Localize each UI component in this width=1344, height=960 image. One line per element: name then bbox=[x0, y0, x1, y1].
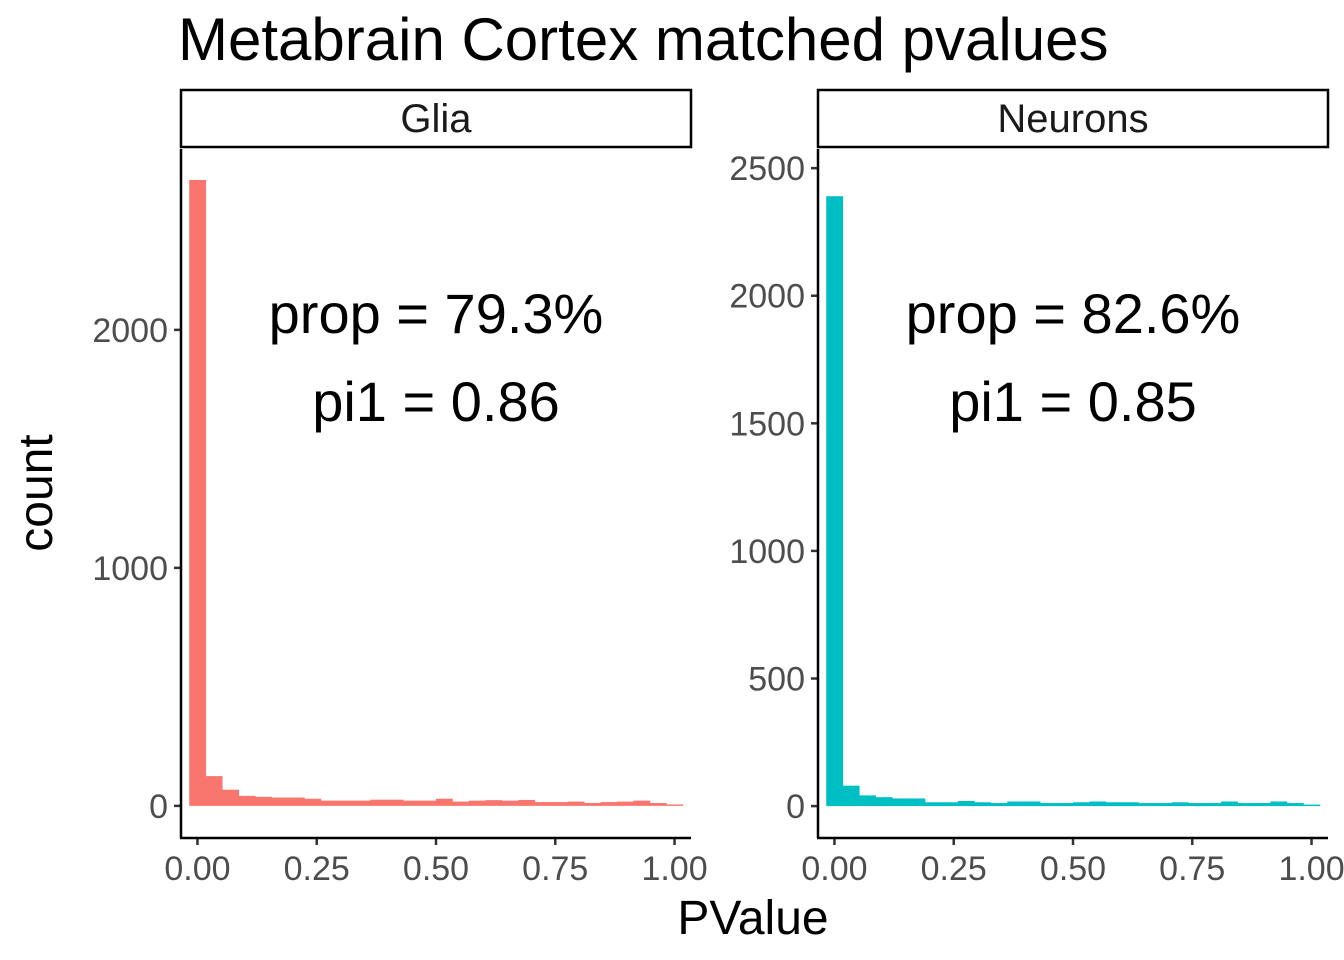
bar-neurons-27 bbox=[1270, 801, 1288, 807]
bar-glia-26 bbox=[616, 801, 634, 806]
bar-glia-2 bbox=[222, 789, 240, 806]
strip-neurons-box bbox=[816, 88, 1330, 149]
chart-title: Metabrain Cortex matched pvalues bbox=[178, 6, 1108, 73]
bar-glia-11 bbox=[370, 799, 388, 806]
x-axis-glia: 0.00 0.25 0.50 0.75 1.00 bbox=[164, 838, 708, 888]
bar-neurons-3 bbox=[875, 797, 893, 807]
bar-neurons-9 bbox=[974, 802, 992, 807]
x-tick-label-glia-0: 0.00 bbox=[164, 850, 230, 888]
bar-glia-0 bbox=[189, 179, 207, 806]
bar-glia-25 bbox=[600, 802, 618, 806]
y-tick-label-neurons-3: 1500 bbox=[729, 405, 805, 443]
bars-glia bbox=[189, 179, 684, 806]
y-tick-label-glia-1: 1000 bbox=[92, 550, 168, 588]
bar-glia-10 bbox=[353, 800, 371, 806]
y-axis-title: count bbox=[10, 434, 63, 551]
bar-neurons-22 bbox=[1188, 803, 1205, 807]
bar-neurons-11 bbox=[1007, 801, 1025, 807]
y-axis-glia: 0 1000 2000 bbox=[92, 312, 181, 826]
y-tick-label-neurons-5: 2500 bbox=[729, 150, 805, 188]
bar-glia-21 bbox=[534, 802, 552, 806]
x-tick-label-glia-1: 0.25 bbox=[284, 850, 350, 888]
x-tick-label-neurons-0: 0.00 bbox=[801, 850, 867, 888]
bar-glia-29 bbox=[666, 804, 684, 806]
x-tick-label-glia-4: 1.00 bbox=[641, 850, 707, 888]
bar-glia-6 bbox=[287, 797, 305, 806]
bar-neurons-14 bbox=[1056, 803, 1074, 807]
bar-neurons-1 bbox=[842, 785, 860, 807]
bar-neurons-29 bbox=[1303, 804, 1321, 807]
y-tick-label-neurons-1: 500 bbox=[748, 661, 805, 699]
bar-neurons-21 bbox=[1171, 802, 1189, 807]
y-tick-label-neurons-0: 0 bbox=[786, 788, 805, 826]
bar-glia-12 bbox=[386, 799, 404, 806]
y-axis-neurons: 0 500 1000 1500 2000 2500 bbox=[729, 150, 818, 826]
panel-glia: Glia 0 1000 2000 0.00 0.25 0.50 0.75 1.00 prop… bbox=[92, 88, 708, 888]
x-tick-label-glia-3: 0.75 bbox=[522, 850, 588, 888]
bar-glia-20 bbox=[518, 799, 536, 806]
bar-neurons-15 bbox=[1072, 802, 1090, 807]
bar-neurons-4 bbox=[892, 798, 909, 807]
bar-glia-14 bbox=[419, 800, 437, 806]
bar-glia-19 bbox=[501, 800, 519, 806]
bar-neurons-2 bbox=[859, 795, 877, 807]
bar-neurons-13 bbox=[1040, 803, 1057, 807]
x-tick-label-neurons-4: 1.00 bbox=[1278, 850, 1344, 888]
strip-label-glia: Glia bbox=[400, 97, 472, 141]
y-tick-label-neurons-2: 1000 bbox=[729, 533, 805, 571]
bar-glia-22 bbox=[551, 802, 568, 806]
x-axis-title: PValue bbox=[677, 892, 828, 945]
bar-glia-13 bbox=[403, 800, 420, 806]
y-tick-label-glia-2: 2000 bbox=[92, 312, 168, 350]
bar-glia-15 bbox=[435, 798, 453, 806]
bar-neurons-20 bbox=[1155, 803, 1173, 807]
bar-glia-5 bbox=[271, 797, 289, 806]
bar-glia-23 bbox=[567, 801, 585, 806]
bar-neurons-10 bbox=[990, 803, 1008, 807]
bar-neurons-24 bbox=[1221, 801, 1238, 807]
bar-neurons-6 bbox=[924, 802, 942, 807]
bars-neurons bbox=[826, 196, 1321, 807]
bar-neurons-0 bbox=[826, 196, 844, 807]
x-tick-label-neurons-3: 0.75 bbox=[1159, 850, 1225, 888]
bar-neurons-12 bbox=[1023, 801, 1041, 807]
y-tick-label-glia-0: 0 bbox=[149, 788, 168, 826]
bar-neurons-17 bbox=[1105, 802, 1123, 807]
bar-glia-18 bbox=[485, 800, 503, 806]
bar-glia-4 bbox=[255, 796, 272, 806]
bar-glia-9 bbox=[337, 800, 355, 806]
bar-glia-17 bbox=[468, 800, 486, 806]
bar-glia-8 bbox=[320, 800, 338, 806]
bar-neurons-23 bbox=[1204, 803, 1222, 807]
bar-glia-28 bbox=[649, 803, 667, 806]
bar-glia-1 bbox=[205, 776, 223, 806]
bar-neurons-18 bbox=[1122, 802, 1140, 807]
bar-neurons-19 bbox=[1138, 803, 1156, 807]
annotation-prop-neurons: prop = 82.6% bbox=[906, 282, 1241, 345]
x-tick-label-glia-2: 0.50 bbox=[403, 850, 469, 888]
y-tick-label-neurons-4: 2000 bbox=[729, 278, 805, 316]
panel-neurons: Neurons 0 500 1000 1500 2000 2500 0.00 0.25 0.5… bbox=[729, 88, 1344, 888]
annotation-prop-glia: prop = 79.3% bbox=[269, 282, 604, 345]
bar-neurons-8 bbox=[957, 801, 975, 807]
strip-glia-box bbox=[179, 88, 693, 149]
bar-neurons-7 bbox=[941, 802, 959, 807]
bar-neurons-28 bbox=[1286, 803, 1304, 807]
bar-neurons-5 bbox=[908, 798, 926, 807]
annotation-pi1-glia: pi1 = 0.86 bbox=[312, 370, 560, 433]
bar-neurons-26 bbox=[1253, 803, 1271, 807]
x-axis-neurons: 0.00 0.25 0.50 0.75 1.00 bbox=[801, 838, 1344, 888]
strip-label-neurons: Neurons bbox=[997, 97, 1148, 141]
bar-glia-3 bbox=[238, 795, 256, 806]
bar-glia-24 bbox=[584, 803, 601, 806]
bar-glia-16 bbox=[452, 801, 470, 806]
x-tick-label-neurons-1: 0.25 bbox=[921, 850, 987, 888]
bar-neurons-16 bbox=[1089, 801, 1107, 807]
bar-glia-27 bbox=[633, 800, 651, 806]
x-tick-label-neurons-2: 0.50 bbox=[1040, 850, 1106, 888]
annotation-pi1-neurons: pi1 = 0.85 bbox=[949, 370, 1197, 433]
bar-glia-7 bbox=[304, 798, 322, 806]
bar-neurons-25 bbox=[1237, 803, 1255, 807]
